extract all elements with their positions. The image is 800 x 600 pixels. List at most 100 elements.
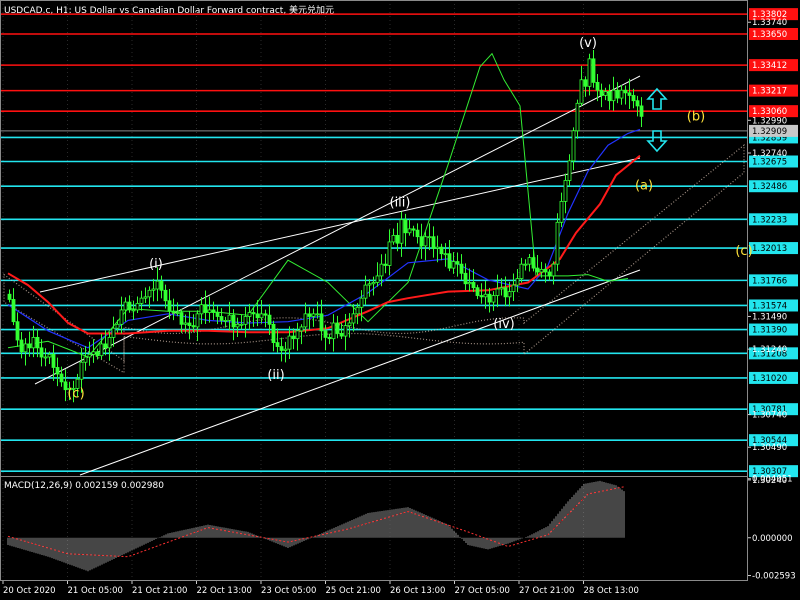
candle-body xyxy=(340,333,343,336)
candle-body xyxy=(588,59,591,86)
time-label: 27 Oct 05:00 xyxy=(455,586,510,596)
candle-body xyxy=(396,235,399,243)
candle-body xyxy=(136,303,139,310)
candle-body xyxy=(60,374,63,382)
candle-body xyxy=(292,336,295,339)
candle-body xyxy=(52,354,55,367)
time-label: 26 Oct 13:00 xyxy=(390,586,445,596)
candle-body xyxy=(556,222,559,264)
candle-body xyxy=(144,297,147,298)
candle-body xyxy=(220,316,223,320)
candle-body xyxy=(512,285,515,292)
candle-body xyxy=(584,80,587,87)
candle-body xyxy=(376,276,379,283)
candle-body xyxy=(56,367,59,374)
price-scale-label: 1.31240 xyxy=(752,345,787,355)
candle-body xyxy=(380,264,383,276)
wave-label: (v) xyxy=(579,36,597,51)
wave-label: (c) xyxy=(735,244,752,259)
candle-body xyxy=(448,254,451,268)
candle-body xyxy=(84,357,87,362)
candle-body xyxy=(416,230,419,237)
candle-body xyxy=(200,305,203,314)
candle-body xyxy=(460,264,463,273)
candle-body xyxy=(536,268,539,272)
candle-body xyxy=(232,315,235,327)
candle-body xyxy=(332,323,335,339)
candle-body xyxy=(432,237,435,249)
candle-body xyxy=(116,324,119,328)
candle-body xyxy=(296,331,299,339)
candle-body xyxy=(540,269,543,272)
ma-red-line xyxy=(8,156,640,334)
candle-body xyxy=(568,161,571,181)
support-price: 1.32013 xyxy=(752,244,787,254)
candle-body xyxy=(40,348,43,357)
candle-body xyxy=(228,315,231,320)
candle-body xyxy=(108,337,111,347)
candle-body xyxy=(104,344,107,348)
wave-label: (i) xyxy=(149,257,163,272)
candle-body xyxy=(624,90,627,93)
time-label: 21 Oct 21:00 xyxy=(132,586,187,596)
candle-body xyxy=(464,273,467,283)
candle-body xyxy=(640,106,643,116)
resistance-price: 1.33650 xyxy=(752,30,787,40)
candle-body xyxy=(184,323,187,324)
candle-body xyxy=(36,337,39,347)
candle-body xyxy=(120,310,123,324)
candle-body xyxy=(48,354,51,357)
wave-label: (a) xyxy=(635,179,653,194)
candle-body xyxy=(544,269,547,272)
candle-body xyxy=(224,320,227,321)
candle-body xyxy=(124,302,127,310)
candle-body xyxy=(216,313,219,317)
wave-label: (iii) xyxy=(390,196,411,211)
candle-body xyxy=(368,284,371,285)
candle-body xyxy=(244,316,247,324)
candle-body xyxy=(288,336,291,349)
candle-body xyxy=(328,337,331,338)
candle-body xyxy=(320,314,323,331)
candle-body xyxy=(112,328,115,337)
candle-body xyxy=(628,93,631,96)
candle-body xyxy=(156,281,159,289)
support-price: 1.31390 xyxy=(752,326,787,336)
candle-body xyxy=(176,313,179,314)
candle-body xyxy=(312,314,315,317)
candle-body xyxy=(632,95,635,100)
candle-body xyxy=(272,324,275,342)
candle-body xyxy=(444,254,447,255)
candle-body xyxy=(88,354,91,357)
candle-body xyxy=(324,331,327,338)
candle-body xyxy=(608,92,611,101)
moving-averages xyxy=(8,54,640,357)
candle-body xyxy=(44,357,47,358)
candle-body xyxy=(560,201,563,222)
candle-body xyxy=(280,347,283,351)
price-candles xyxy=(8,50,643,402)
candle-body xyxy=(100,344,103,356)
candle-body xyxy=(264,314,267,315)
candle-body xyxy=(384,264,387,265)
candle-body xyxy=(412,229,415,230)
candle-body xyxy=(32,337,35,347)
time-label: 20 Oct 2020 xyxy=(3,586,56,596)
wave-label: (b) xyxy=(687,109,705,124)
candle-body xyxy=(476,288,479,296)
candle-body xyxy=(484,294,487,297)
macd-histogram xyxy=(8,481,624,571)
candle-body xyxy=(592,59,595,83)
candle-body xyxy=(148,290,151,297)
candle-body xyxy=(440,247,443,254)
candle-body xyxy=(456,262,459,265)
candle-body xyxy=(276,343,279,347)
candle-body xyxy=(532,258,535,268)
resistance-price: 1.33412 xyxy=(752,61,787,71)
ichimoku-cloud xyxy=(4,145,744,373)
candle-body xyxy=(388,242,391,266)
candle-body xyxy=(12,299,15,321)
candle-body xyxy=(172,311,175,312)
candle-body xyxy=(188,323,191,326)
